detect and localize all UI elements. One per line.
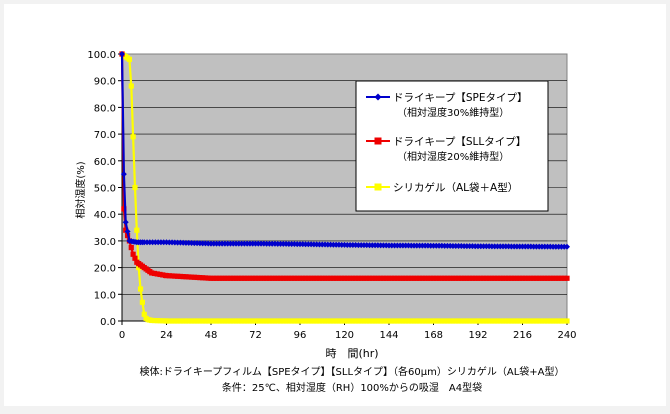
legend-label-silica: シリカゲル（AL袋＋A型） bbox=[393, 181, 518, 194]
x-tick-label: 144 bbox=[379, 330, 398, 341]
x-tick-label: 48 bbox=[205, 330, 218, 341]
series-point bbox=[122, 219, 129, 226]
series-point bbox=[141, 311, 147, 317]
series-point bbox=[124, 228, 131, 235]
legend-box bbox=[355, 80, 549, 212]
legend-marker-spe bbox=[374, 93, 382, 101]
series-2 bbox=[119, 51, 570, 324]
x-tick-label: 240 bbox=[557, 330, 576, 341]
y-tick-label: 80.0 bbox=[94, 103, 116, 114]
series-markers-2 bbox=[119, 51, 570, 324]
y-tick-label: 20.0 bbox=[94, 264, 116, 275]
y-tick-label: 30.0 bbox=[94, 237, 116, 248]
legend-label-spe: ドライキープ【SPEタイプ】 bbox=[393, 92, 528, 104]
legend-marker-silica bbox=[374, 183, 382, 191]
x-tick-label: 120 bbox=[335, 330, 354, 341]
x-tick-label: 0 bbox=[119, 330, 125, 341]
series-point bbox=[134, 227, 140, 233]
y-tick-label: 50.0 bbox=[94, 184, 116, 195]
series-point bbox=[564, 243, 570, 250]
legend-sublabel-sll: （相対湿度20%維持型） bbox=[397, 150, 509, 163]
y-tick-label: 10.0 bbox=[94, 290, 116, 301]
y-tick-label: 60.0 bbox=[94, 157, 116, 168]
series-markers-0 bbox=[119, 51, 570, 250]
legend-marker-sll bbox=[374, 137, 382, 145]
series-point bbox=[139, 299, 145, 305]
annotation-conditions: 条件：25℃、相対湿度（RH）100%からの吸湿 A4型袋 bbox=[222, 381, 482, 394]
annotation-specimen: 検体:ドライキープフィルム【SPEタイプ】【SLLタイプ】（各60μm）シリカゲ… bbox=[139, 365, 564, 378]
series-point bbox=[564, 275, 570, 281]
series-point bbox=[126, 56, 133, 62]
x-tick-label: 168 bbox=[424, 330, 443, 341]
series-point bbox=[564, 318, 570, 324]
legend-entry-silica: シリカゲル（AL袋＋A型） bbox=[366, 181, 518, 194]
series-point bbox=[128, 83, 134, 89]
series-0 bbox=[119, 51, 570, 250]
x-tick-label: 192 bbox=[468, 330, 487, 341]
y-tick-labels: 0.0 10.0 20.0 30.0 40.0 50.0 60.0 70.0 80.0 90.0 1… bbox=[87, 50, 116, 328]
series-point bbox=[119, 51, 125, 57]
series-layer bbox=[119, 51, 570, 324]
series-markers-1 bbox=[119, 51, 570, 281]
y-tick-label: 70.0 bbox=[94, 130, 116, 141]
x-tick-labels: 0 24 48 72 96 120 144 168 192 216 240 bbox=[119, 330, 577, 341]
y-tick-label: 100.0 bbox=[87, 50, 116, 61]
x-tick-label: 216 bbox=[513, 330, 532, 341]
legend-sublabel-spe: （相対湿度30%維持型） bbox=[397, 106, 509, 119]
legend-label-sll: ドライキープ【SLLタイプ】 bbox=[393, 136, 526, 148]
series-point bbox=[132, 255, 138, 261]
series-point bbox=[132, 184, 138, 191]
y-tick-label: 40.0 bbox=[94, 210, 116, 221]
legend: ドライキープ【SPEタイプ】 （相対湿度30%維持型） ドライキープ【SLLタイ… bbox=[355, 80, 549, 212]
x-tick-label: 24 bbox=[160, 330, 173, 341]
series-point bbox=[137, 286, 144, 292]
x-axis-label: 時 間(hr) bbox=[325, 347, 378, 360]
legend-entry-spe: ドライキープ【SPEタイプ】 （相対湿度30%維持型） bbox=[366, 92, 528, 119]
series-point bbox=[130, 134, 136, 140]
y-tick-label: 90.0 bbox=[94, 77, 116, 88]
y-tick-label: 0.0 bbox=[100, 317, 116, 328]
series-point bbox=[120, 171, 127, 178]
x-tick-label: 96 bbox=[294, 330, 307, 341]
x-tick-label: 72 bbox=[249, 330, 262, 341]
series-point bbox=[128, 244, 134, 251]
series-point bbox=[130, 251, 136, 257]
legend-entry-sll: ドライキープ【SLLタイプ】 （相対湿度20%維持型） bbox=[366, 136, 526, 163]
y-axis-label: 相対湿度(%) bbox=[74, 161, 87, 218]
